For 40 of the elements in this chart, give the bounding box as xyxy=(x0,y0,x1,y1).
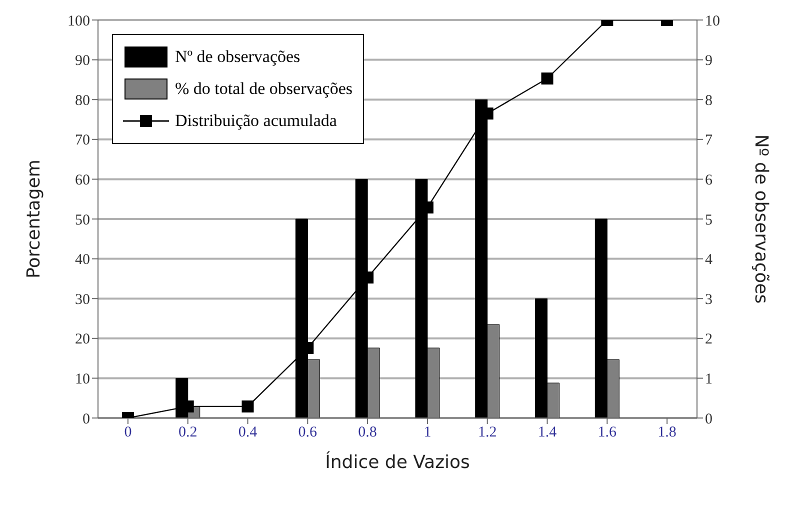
y-tick-label: 100 xyxy=(68,13,90,30)
x-tick-label: 1.2 xyxy=(478,424,497,441)
legend-label: Nº de observações xyxy=(175,47,300,67)
y2-tick-label: 0 xyxy=(705,411,712,428)
legend-label: Distribuição acumulada xyxy=(175,111,337,131)
y2-axis-title: Nº de observações xyxy=(750,134,772,304)
y2-tick-label: 1 xyxy=(705,372,712,388)
y-tick-label: 40 xyxy=(75,252,90,268)
x-tick-label: 1 xyxy=(424,424,432,441)
y-tick-label: 80 xyxy=(75,92,90,109)
y2-tick-label: 6 xyxy=(705,172,713,189)
y-tick-label: 30 xyxy=(75,292,90,308)
y-tick-label: 60 xyxy=(75,172,90,189)
x-tick-label: 1.8 xyxy=(658,424,676,441)
y-axis-title: Porcentagem xyxy=(23,160,44,278)
x-tick-label: 1.4 xyxy=(538,424,558,441)
y2-tick-label: 8 xyxy=(705,92,712,109)
point xyxy=(242,400,254,412)
x-tick-label: 0 xyxy=(124,424,132,441)
x-tick-label: 1.6 xyxy=(598,424,618,441)
y2-tick-label: 3 xyxy=(705,292,712,308)
legend-label: % do total de observações xyxy=(175,79,352,99)
y2-tick-label: 4 xyxy=(705,252,713,268)
y-tick-label: 50 xyxy=(75,212,90,228)
y2-tick-label: 2 xyxy=(705,332,712,348)
y-tick-label: 10 xyxy=(75,372,90,388)
x-tick-label: 0.6 xyxy=(298,424,318,441)
x-axis-title: Índice de Vazios xyxy=(325,451,470,473)
y2-tick-label: 9 xyxy=(705,53,712,70)
y2-tick-label: 10 xyxy=(705,13,720,30)
y-tick-label: 0 xyxy=(82,411,90,428)
y-tick-label: 90 xyxy=(75,53,90,70)
x-tick-label: 0.4 xyxy=(238,424,258,441)
y-tick-label: 70 xyxy=(75,132,90,149)
x-tick-label: 0.8 xyxy=(358,424,377,441)
y2-tick-label: 5 xyxy=(705,212,712,228)
x-tick-label: 0.2 xyxy=(178,424,198,441)
y2-tick-label: 7 xyxy=(705,132,713,149)
y-tick-label: 20 xyxy=(75,332,90,348)
point xyxy=(541,72,554,85)
